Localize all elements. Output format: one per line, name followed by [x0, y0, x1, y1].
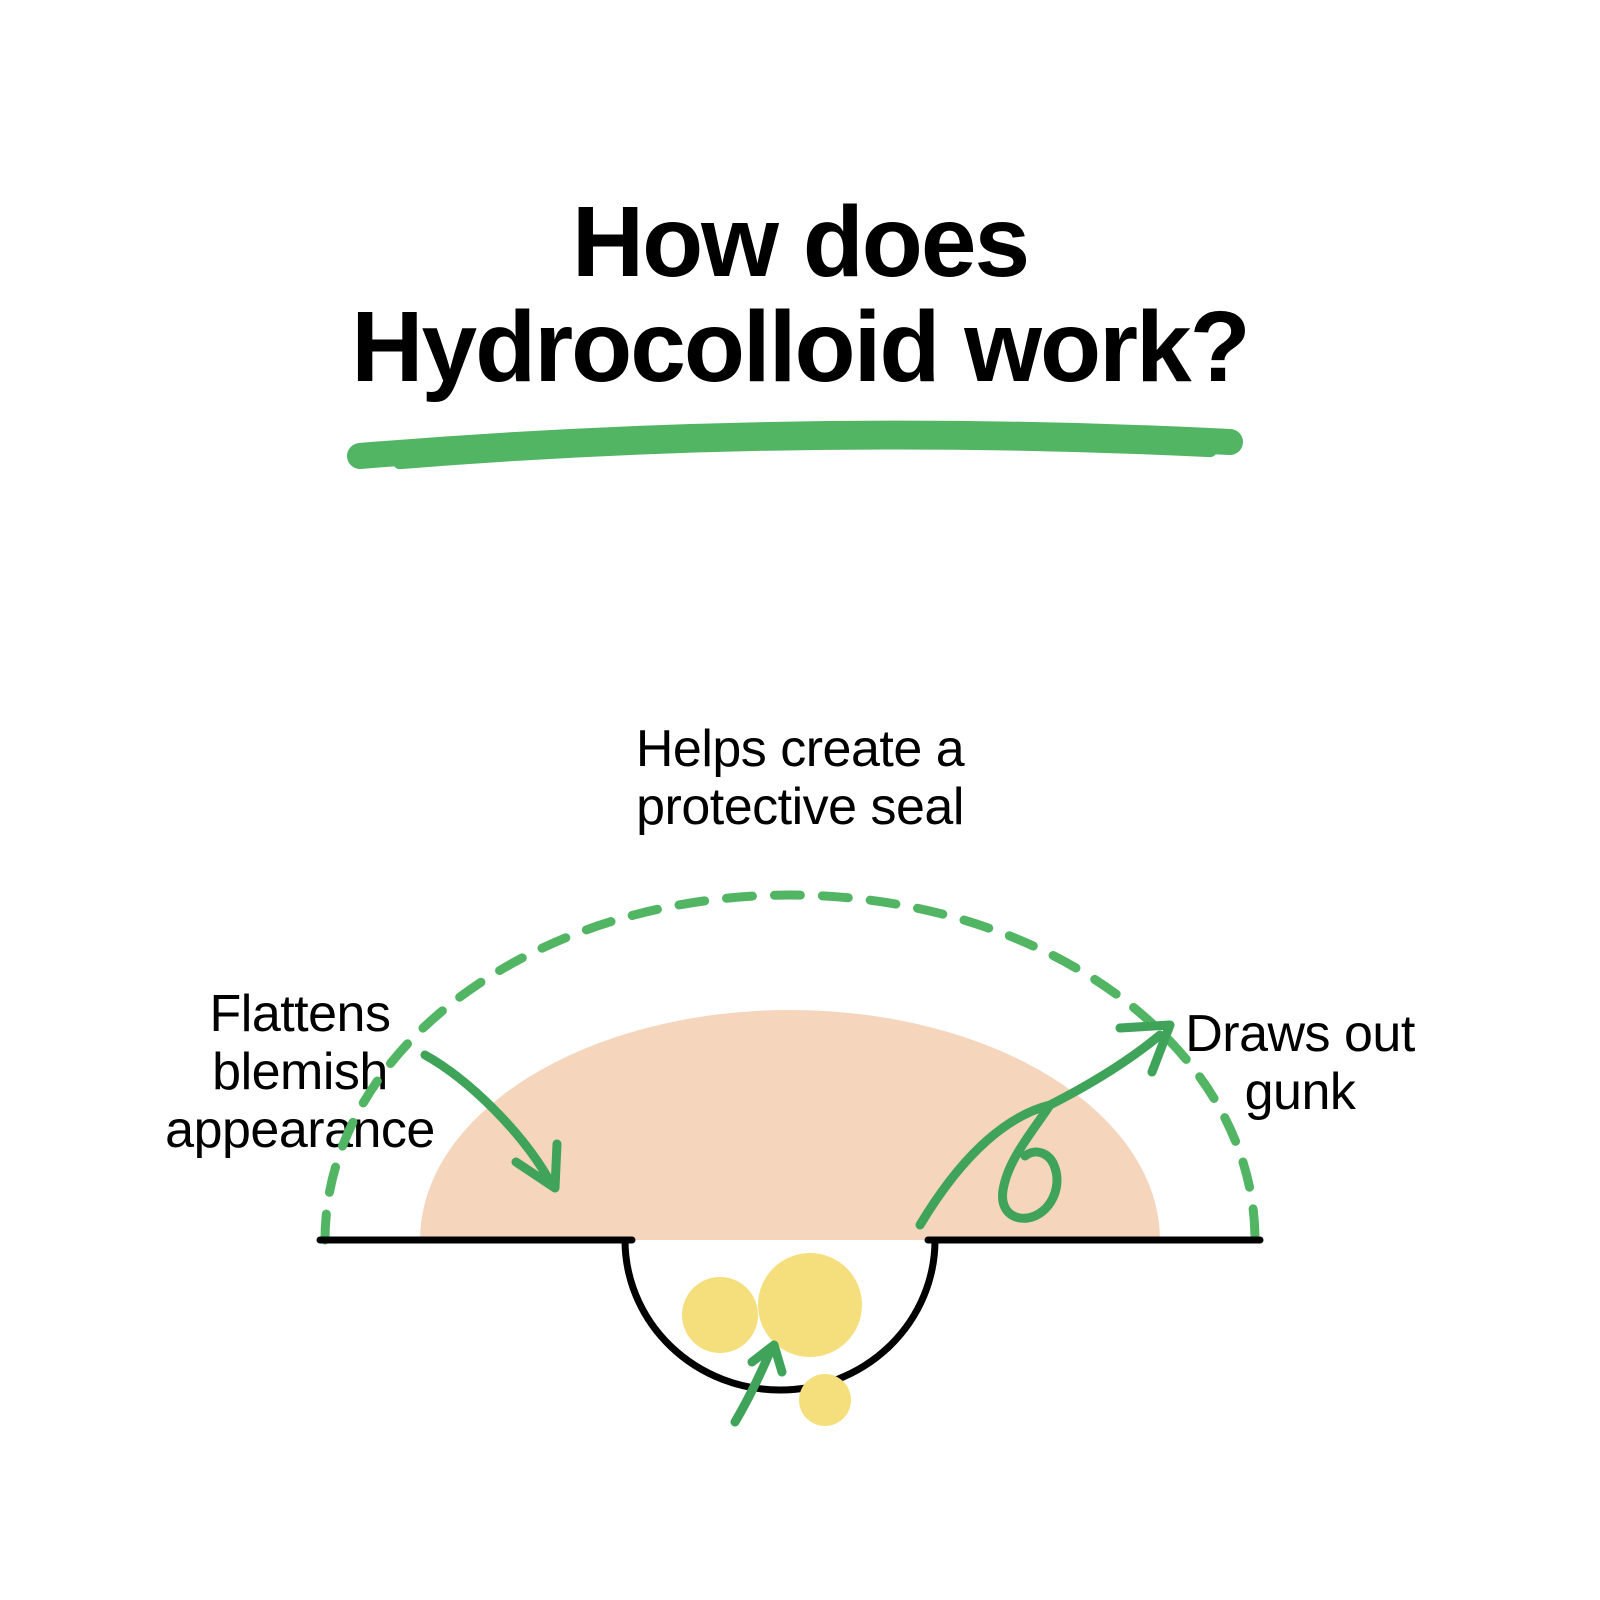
- infographic-canvas: How doesHydrocolloid work? Helps create …: [0, 0, 1600, 1600]
- hydrocolloid-diagram: [0, 0, 1600, 1600]
- gunk-circle-1: [682, 1277, 758, 1353]
- gunk-group: [682, 1253, 862, 1426]
- gunk-circle-3: [799, 1374, 851, 1426]
